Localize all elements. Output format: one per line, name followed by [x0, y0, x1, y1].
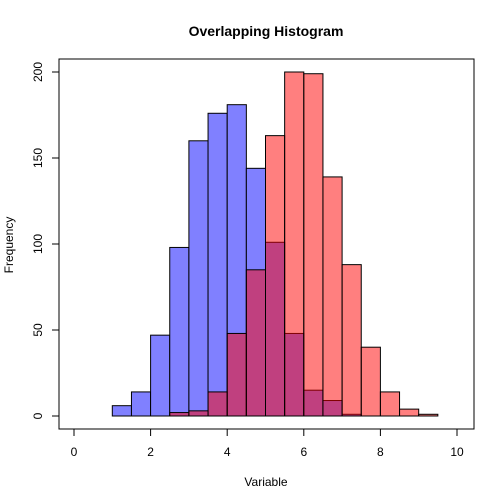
- histogram-bar-series-1-bin-6: [207, 112, 228, 417]
- histogram-bar-series-1-bin-4: [169, 246, 190, 417]
- histogram-bar-series-1-bin-5: [188, 140, 209, 417]
- histogram-bar-series-2-bin-13: [399, 408, 420, 417]
- histogram-bar-series-2-bin-9: [322, 176, 343, 417]
- y-tick-label: 200: [31, 62, 45, 82]
- x-tick-label: 6: [300, 445, 307, 459]
- x-axis: 0 2 4 6 8 10: [71, 428, 464, 459]
- histogram-bar-series-2-bin-10: [341, 264, 362, 417]
- histogram-bar-series-2-bin-11: [360, 346, 381, 417]
- y-axis-label: Frequency: [2, 217, 16, 274]
- bars-layer: [111, 71, 439, 417]
- x-tick-label: 10: [450, 445, 464, 459]
- y-tick-label: 50: [31, 323, 45, 337]
- x-axis-label: Variable: [244, 475, 287, 489]
- histogram-bar-series-2-bin-8: [303, 73, 324, 417]
- chart-title: Overlapping Histogram: [189, 23, 344, 39]
- x-tick-label: 0: [71, 445, 78, 459]
- x-tick-label: 2: [147, 445, 154, 459]
- y-tick-label: 0: [31, 412, 45, 419]
- histogram-bar-series-1-bin-3: [150, 334, 171, 417]
- histogram-bar-series-1-bin-2: [130, 391, 152, 417]
- histogram-bar-series-1-bin-1: [111, 405, 132, 417]
- y-axis: 0 50 100 150 200: [31, 62, 60, 419]
- histogram-bar-series-2-bin-4: [226, 332, 247, 417]
- histogram-bar-series-2-bin-7: [284, 71, 305, 417]
- x-tick-label: 8: [377, 445, 384, 459]
- histogram-bar-series-2-bin-2: [188, 410, 209, 417]
- histogram-bar-series-2-bin-1: [169, 412, 190, 417]
- histogram-bar-series-2-bin-3: [207, 391, 228, 417]
- x-tick-label: 4: [224, 445, 231, 459]
- histogram-bar-series-2-bin-5: [245, 269, 267, 417]
- histogram-bar-series-2-bin-14: [418, 413, 439, 417]
- y-tick-label: 150: [31, 148, 45, 168]
- y-tick-label: 100: [31, 234, 45, 254]
- histogram-bar-series-2-bin-6: [265, 135, 286, 417]
- histogram-bar-series-2-bin-12: [379, 391, 401, 417]
